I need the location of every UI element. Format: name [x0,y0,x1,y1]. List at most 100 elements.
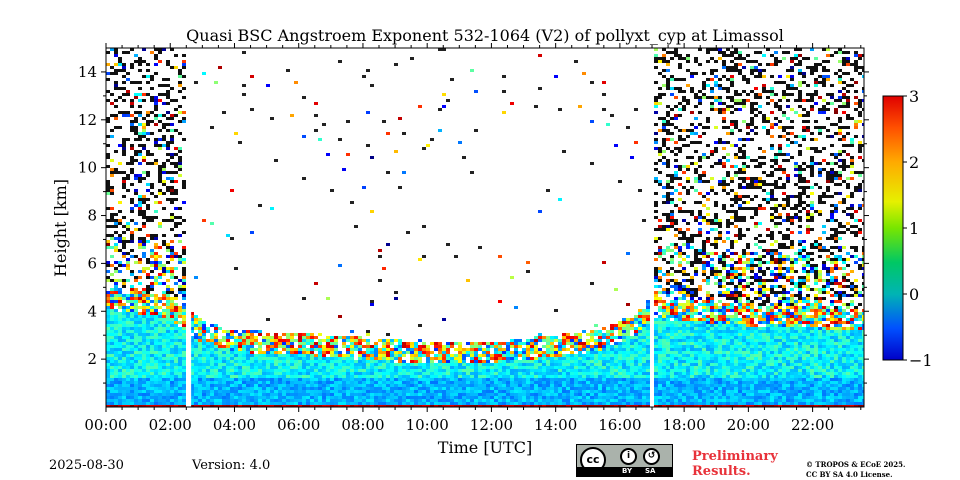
heatmap-cell [402,387,406,390]
heatmap-cell [562,405,566,407]
heatmap-cell [166,354,170,357]
heatmap-cell [350,330,354,333]
heatmap-cell [370,360,374,363]
heatmap-cell [202,321,206,324]
heatmap-cell [162,336,166,339]
heatmap-cell [478,366,482,369]
heatmap-cell [582,348,586,351]
heatmap-cell [642,396,646,399]
heatmap-cell [642,324,646,327]
heatmap-cell [326,393,330,396]
heatmap-cell [686,69,690,72]
heatmap-cell [326,387,330,390]
heatmap-cell [546,381,550,384]
heatmap-cell [118,387,122,390]
heatmap-cell [154,363,158,366]
heatmap-cell [126,390,130,393]
heatmap-cell [158,312,162,315]
heatmap-cell [166,249,170,252]
heatmap-cell [122,171,126,174]
heatmap-cell [610,402,614,405]
heatmap-cell [658,369,662,372]
heatmap-cell [666,159,670,162]
heatmap-cell [450,360,454,363]
heatmap-cell [418,366,422,369]
heatmap-cell [526,348,530,351]
heatmap-cell [486,363,490,366]
heatmap-cell [590,381,594,384]
heatmap-cell [142,390,146,393]
heatmap-cell [266,333,270,336]
heatmap-cell [694,252,698,255]
heatmap-cell [138,393,142,396]
heatmap-cell [494,345,498,348]
heatmap-cell [350,384,354,387]
heatmap-cell [670,225,674,228]
heatmap-cell [146,318,150,321]
heatmap-cell [138,399,142,402]
heatmap-cell [294,357,298,360]
heatmap-cell [474,360,478,363]
heatmap-cell [450,372,454,375]
heatmap-cell [686,393,690,396]
heatmap-cell [198,333,202,336]
heatmap-cell [450,405,454,407]
heatmap-cell [282,399,286,402]
heatmap-cell [410,387,414,390]
heatmap-cell [490,396,494,399]
heatmap-cell [126,264,130,267]
heatmap-cell [158,246,162,249]
heatmap-cell [658,129,662,132]
heatmap-cell [238,381,242,384]
heatmap-cell [398,360,402,363]
heatmap-cell [342,354,346,357]
heatmap-cell [586,405,590,407]
heatmap-cell [206,402,210,405]
heatmap-cell [638,312,642,315]
heatmap-cell [182,336,186,339]
heatmap-cell [226,390,230,393]
heatmap-cell [382,387,386,390]
heatmap-cell [518,378,522,381]
heatmap-cell [414,405,418,407]
heatmap-cell [374,351,378,354]
heatmap-cell [538,381,542,384]
heatmap-cell [166,261,170,264]
heatmap-cell [386,396,390,399]
heatmap-cell [178,330,182,333]
heatmap-cell [130,297,134,300]
heatmap-cell [338,363,342,366]
heatmap-cell [586,357,590,360]
heatmap-cell [130,234,134,237]
heatmap-cell [658,378,662,381]
heatmap-cell [298,333,302,336]
heatmap-cell [386,339,390,342]
heatmap-cell [158,402,162,405]
heatmap-cell [674,285,678,288]
heatmap-cell [418,378,422,381]
heatmap-cell [506,399,510,402]
heatmap-cell [270,348,274,351]
heatmap-cell [694,261,698,264]
heatmap-cell [554,399,558,402]
heatmap-cell [574,342,578,345]
heatmap-cell [658,372,662,375]
heatmap-cell [538,351,542,354]
heatmap-cell [690,264,694,267]
heatmap-cell [478,345,482,348]
heatmap-cell [238,375,242,378]
heatmap-cell [130,201,134,204]
heatmap-cell [262,360,266,363]
heatmap-cell [558,390,562,393]
heatmap-cell [674,114,678,117]
heatmap-cell [218,405,222,407]
heatmap-cell [542,366,546,369]
heatmap-cell [678,348,682,351]
heatmap-cell [610,372,614,375]
heatmap-cell [170,66,174,69]
heatmap-cell [678,285,682,288]
heatmap-cell [174,369,178,372]
heatmap-cell [478,405,482,407]
heatmap-cell [162,144,166,147]
heatmap-cell [638,189,642,192]
